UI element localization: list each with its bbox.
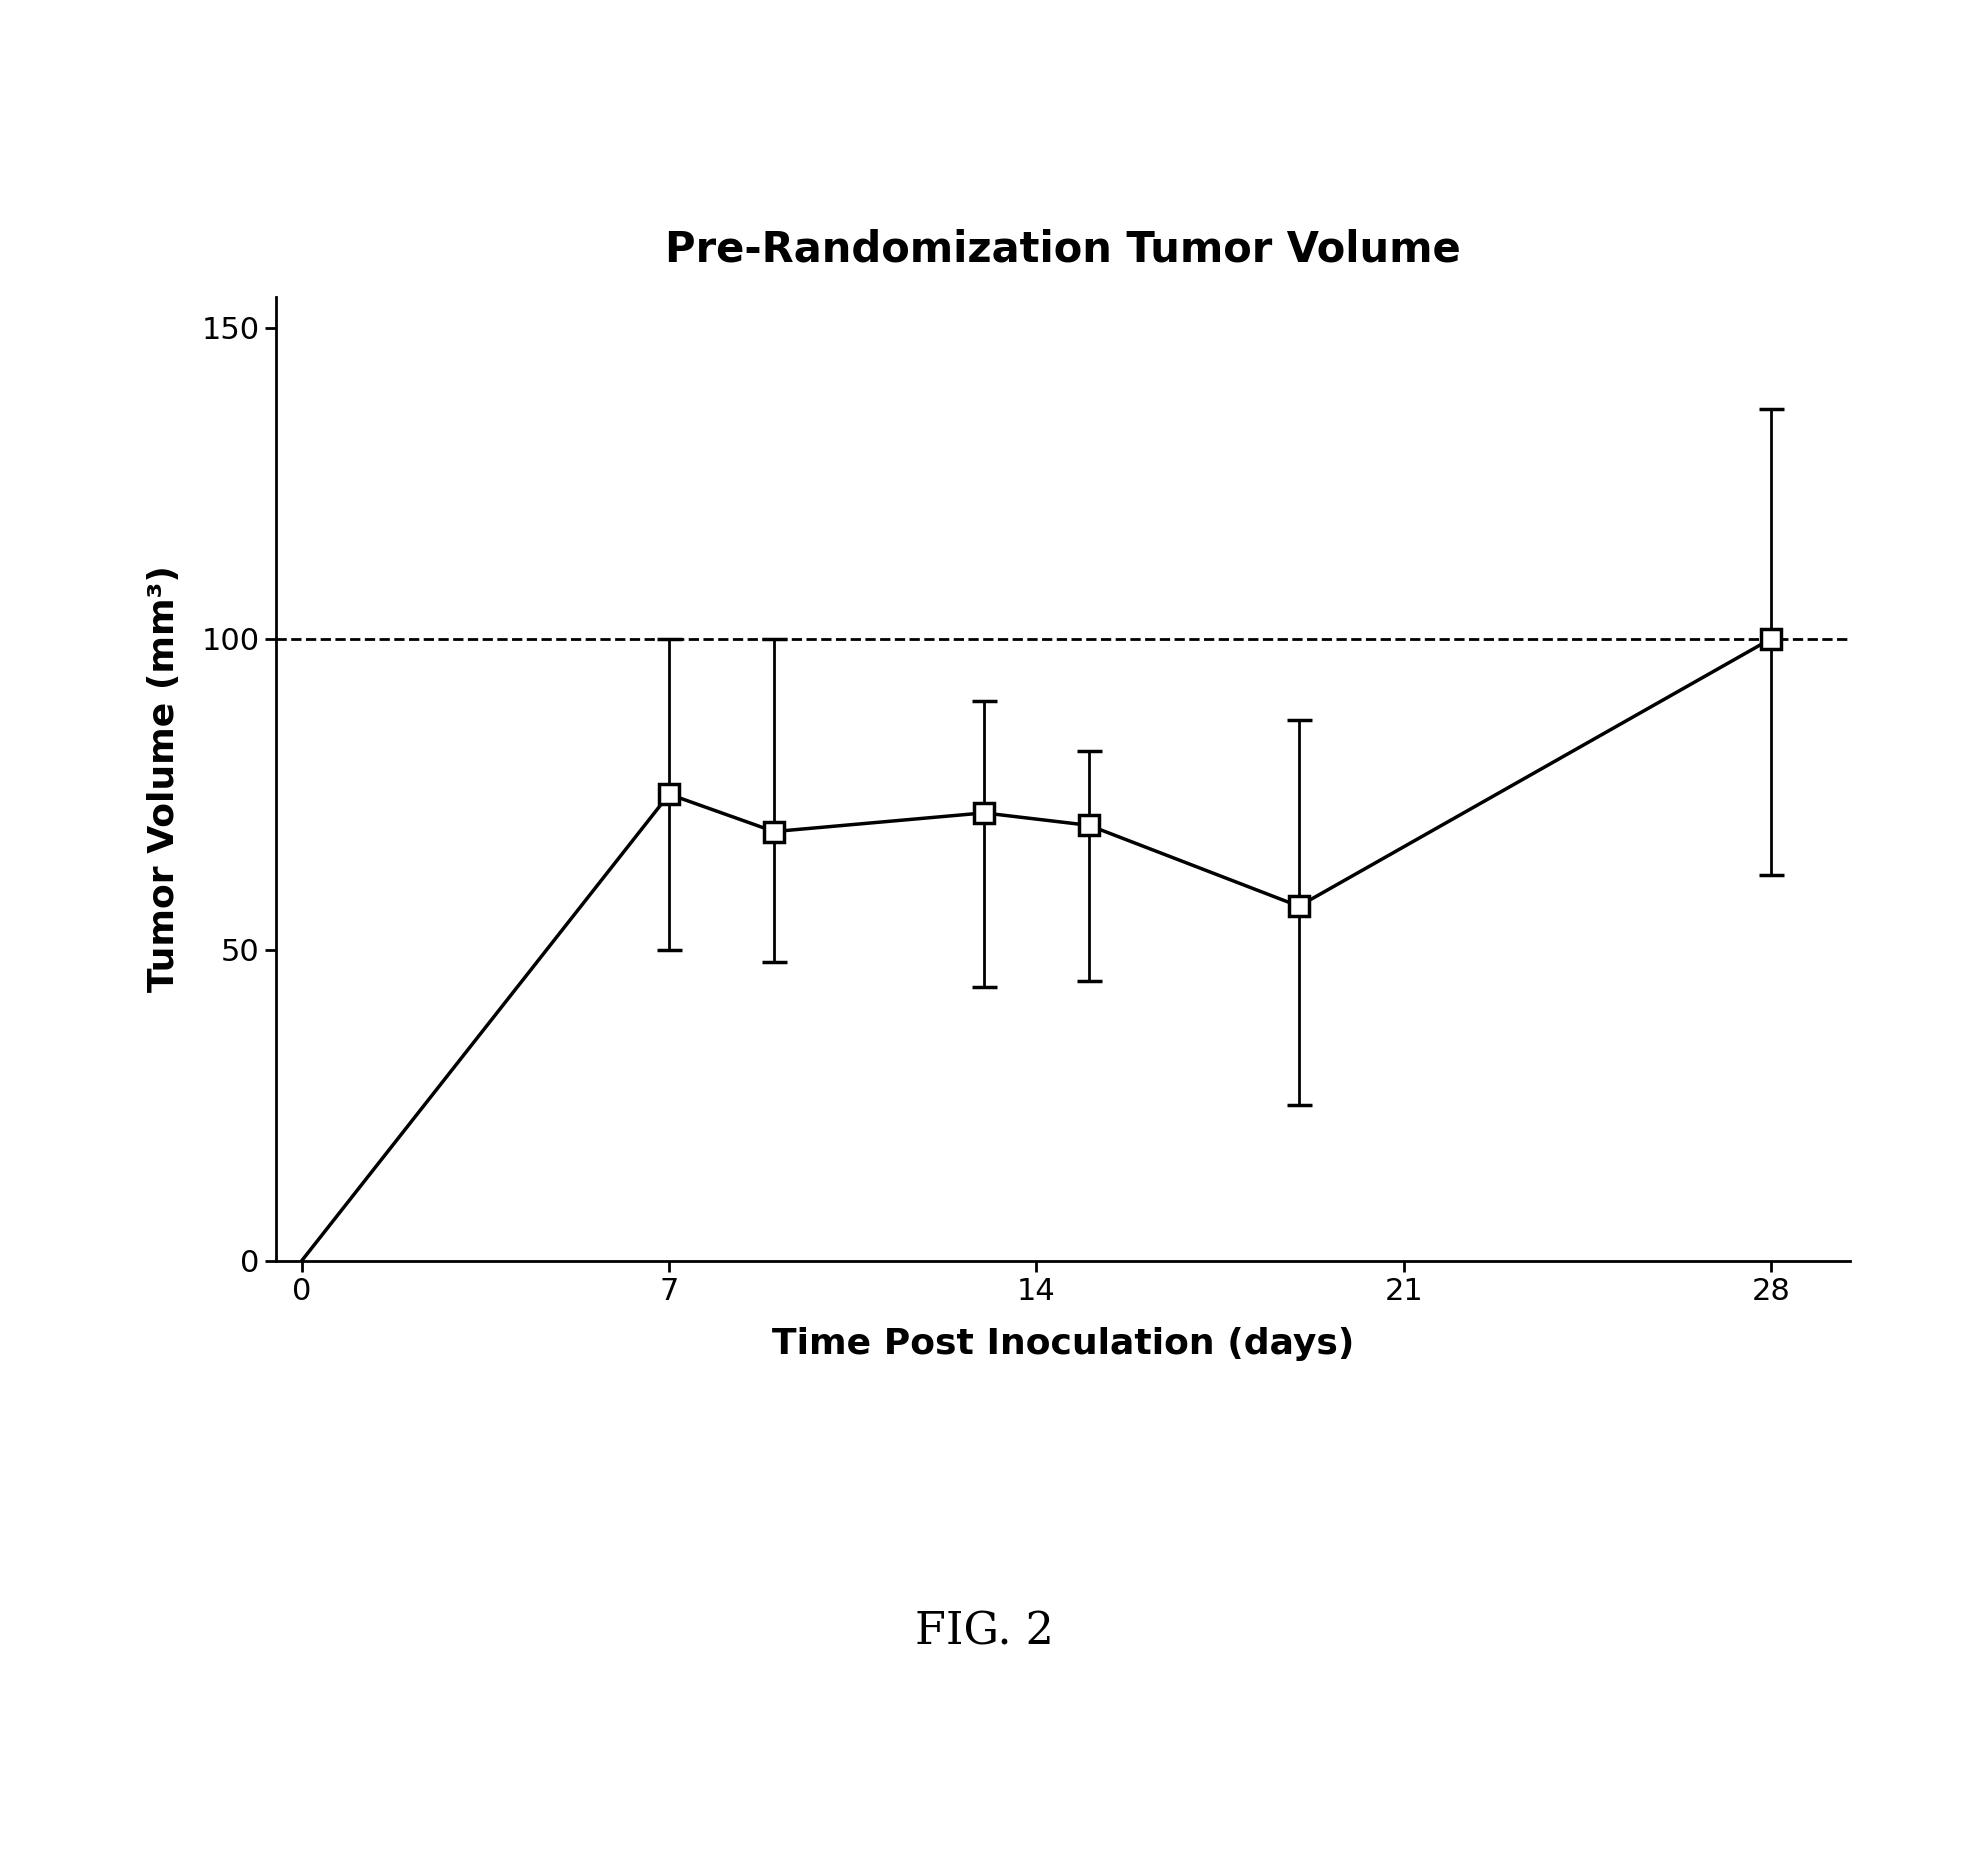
Text: FIG. 2: FIG. 2 [915, 1609, 1053, 1654]
Title: Pre-Randomization Tumor Volume: Pre-Randomization Tumor Volume [665, 228, 1460, 271]
Y-axis label: Tumor Volume (mm³): Tumor Volume (mm³) [146, 565, 181, 992]
X-axis label: Time Post Inoculation (days): Time Post Inoculation (days) [771, 1326, 1354, 1361]
